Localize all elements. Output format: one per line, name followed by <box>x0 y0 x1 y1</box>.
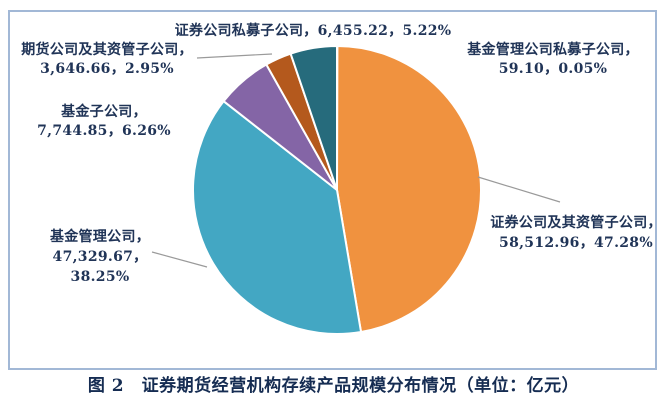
leader-line-futures <box>196 53 273 59</box>
label-line: 7,744.85，6.26% <box>37 123 171 139</box>
label-line: 基金管理公司， <box>49 229 151 245</box>
label-line: 58,512.96，47.28% <box>499 235 653 251</box>
label-line: 59.10，0.05% <box>498 61 608 77</box>
label-line: 基金子公司， <box>61 104 147 120</box>
label-line: 47,329.67， <box>52 249 148 265</box>
label-line: 期货公司及其资管子公司， <box>21 42 193 58</box>
label-line: 3,646.66，2.95% <box>40 61 174 77</box>
leader-line-securities-asset-mgmt <box>477 176 561 203</box>
label-futures-asset-mgmt-subsidiary: 期货公司及其资管子公司， 3,646.66，2.95% <box>21 41 193 79</box>
label-line: 基金管理公司私募子公司， <box>467 42 639 58</box>
chart-frame <box>8 10 657 370</box>
label-fund-mgmt-company: 基金管理公司， 47,329.67， 38.25% <box>50 227 150 287</box>
label-fund-subsidiary: 基金子公司， 7,744.85，6.26% <box>37 103 171 141</box>
label-securities-asset-mgmt-subsidiary: 证券公司及其资管子公司， 58,512.96，47.28% <box>490 213 662 253</box>
pie-slice-证券公司及其资管子公司 <box>336 45 482 333</box>
label-securities-private-subsidiary: 证券公司私募子公司，6,455.22，5.22% <box>175 22 452 41</box>
pie-slice-基金管理公司 <box>192 100 363 335</box>
label-line: 证券公司私募子公司，6,455.22，5.22% <box>174 23 452 39</box>
label-line: 38.25% <box>70 269 130 285</box>
leader-line-fund-mgmt <box>151 251 208 268</box>
label-line: 证券公司及其资管子公司， <box>490 215 662 231</box>
pie-slice-证券公司私募子公司 <box>289 45 338 191</box>
figure-caption: 图 2 证券期货经营机构存续产品规模分布情况（单位：亿元） <box>87 376 580 396</box>
label-fund-mgmt-private-subsidiary: 基金管理公司私募子公司， 59.10，0.05% <box>467 41 639 79</box>
